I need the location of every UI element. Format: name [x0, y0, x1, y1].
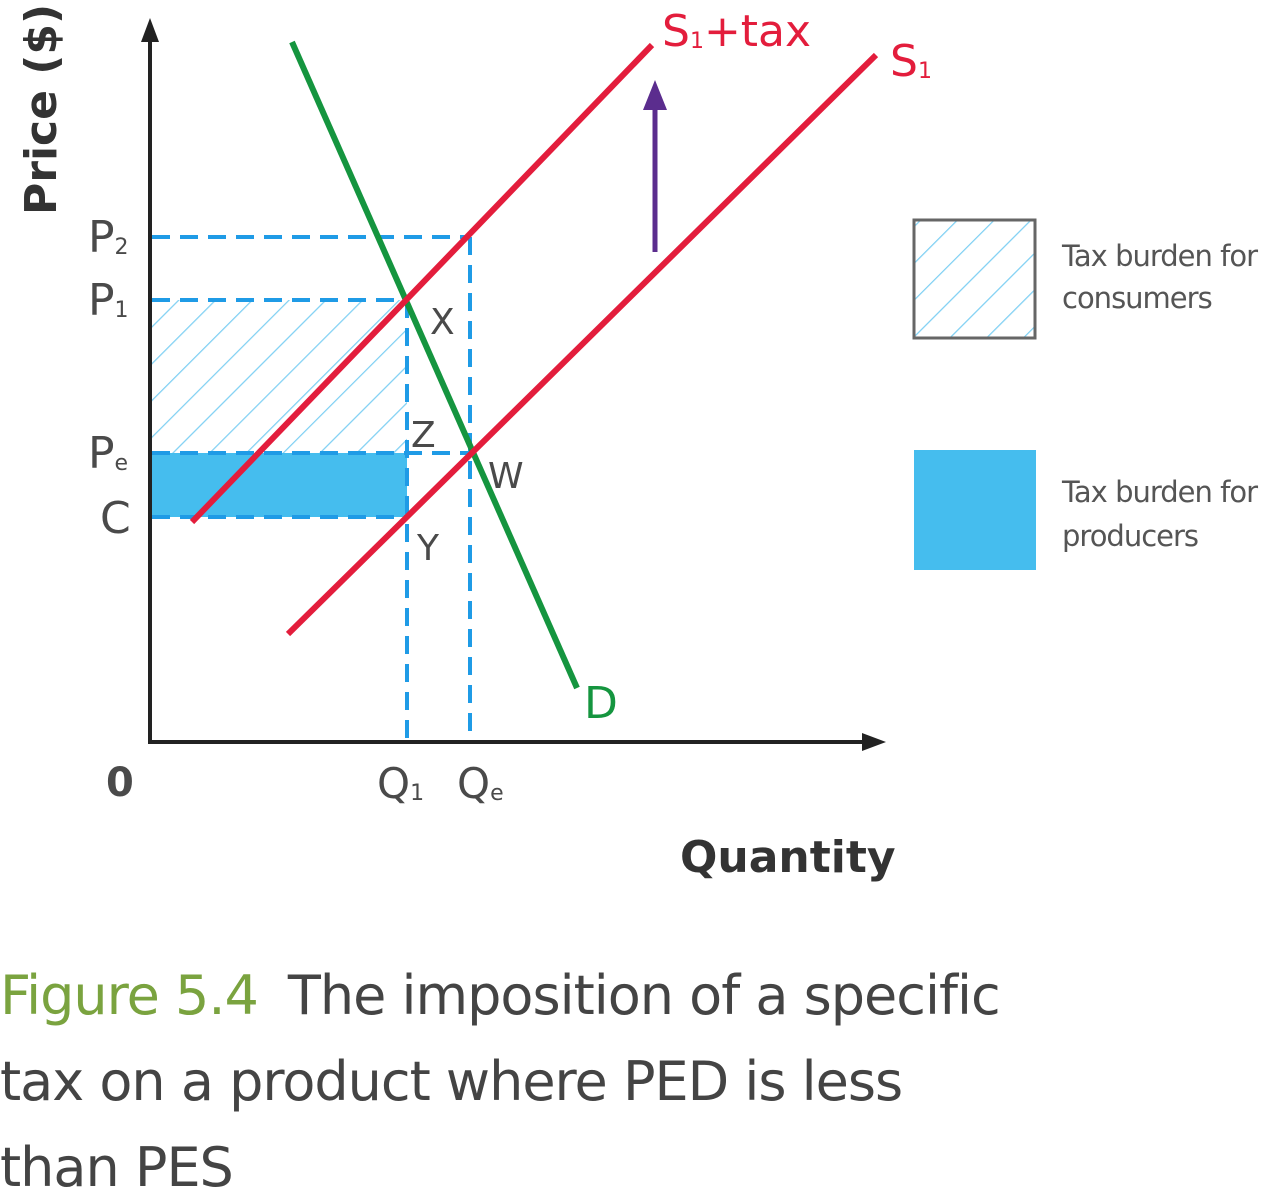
- supply-tax-label: S1+tax: [662, 6, 811, 57]
- dashed-guides: [152, 235, 472, 742]
- legend-swatch-consumers: [912, 218, 1037, 340]
- label-qe: Qe: [457, 759, 504, 808]
- x-axis-title: Quantity: [680, 832, 896, 883]
- label-pe: Pe: [88, 428, 128, 479]
- x-axis-arrowhead: [862, 733, 886, 751]
- legend-label-consumers-1: Tax burden for: [1061, 239, 1258, 273]
- demand-label: D: [584, 678, 618, 729]
- legend-label-producers-1: Tax burden for: [1061, 475, 1258, 509]
- label-c: C: [100, 493, 131, 544]
- supply-tax-curve: [189, 42, 655, 525]
- caption-line-2: tax on a product where PED is less: [0, 1050, 902, 1113]
- supply-curve: [285, 52, 879, 637]
- label-p2: P2: [88, 212, 129, 263]
- figure-caption: Figure 5.4 The imposition of a specific t…: [0, 964, 1001, 1199]
- legend: Tax burden for consumers Tax burden for …: [912, 218, 1259, 570]
- origin-label: 0: [106, 760, 134, 806]
- point-z: Z: [411, 415, 436, 456]
- caption-line-1: Figure 5.4 The imposition of a specific: [0, 964, 1000, 1027]
- shift-arrowhead-icon: [643, 80, 667, 110]
- demand-curve: [289, 40, 580, 690]
- y-axis-arrowhead: [141, 18, 159, 42]
- legend-label-consumers-2: consumers: [1062, 281, 1212, 315]
- label-p1: P1: [88, 275, 129, 326]
- legend-label-producers-2: producers: [1062, 519, 1198, 553]
- producer-burden-area: [152, 453, 407, 517]
- point-x: X: [430, 302, 455, 343]
- y-axis-title: Price ($): [16, 4, 67, 215]
- legend-swatch-producers: [914, 450, 1036, 570]
- caption-line-3: than PES: [0, 1136, 233, 1199]
- supply-label: S1: [890, 36, 932, 87]
- point-w: W: [488, 456, 524, 497]
- point-y: Y: [416, 528, 440, 569]
- label-q1: Q1: [377, 759, 424, 808]
